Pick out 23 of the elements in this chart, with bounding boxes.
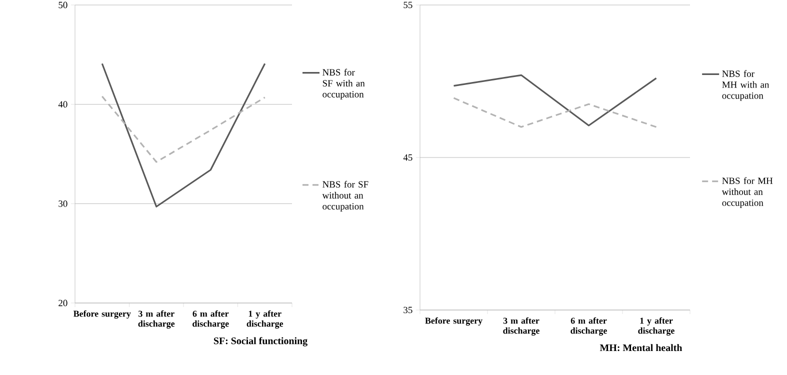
y-tick-label: 55 [404,2,412,8]
x-tick-label: 1 y after discharge [246,310,284,329]
x-tick-label: 3 m after discharge [138,310,175,329]
legend-label: NBS for SF without an occupation [322,180,368,212]
y-tick-label: 40 [58,101,68,108]
x-tick-label: 3 m after discharge [503,317,540,336]
legend-label: NBS for MH with an occupation [722,70,770,101]
x-axis-title: MH: Mental health [600,344,682,352]
y-tick-label: 50 [58,2,68,8]
x-tick-label: 6 m after discharge [192,310,229,329]
line-series [452,74,658,126]
x-tick-label: Before surgery [425,317,482,326]
y-tick-label: 35 [404,306,412,314]
x-axis-title: SF: Social functioning [214,337,308,346]
line-series [101,96,266,163]
x-tick-label: Before surgery [73,310,131,319]
x-tick-label: 1 y after discharge [638,317,674,336]
legend-label: NBS for MH without an occupation [722,177,773,208]
y-tick-label: 20 [58,300,68,306]
legend-label: NBS for SF with an occupation [322,68,365,100]
y-tick-label: 45 [403,154,412,161]
x-tick-label: 6 m after discharge [570,317,607,336]
y-tick-label: 30 [58,200,68,207]
